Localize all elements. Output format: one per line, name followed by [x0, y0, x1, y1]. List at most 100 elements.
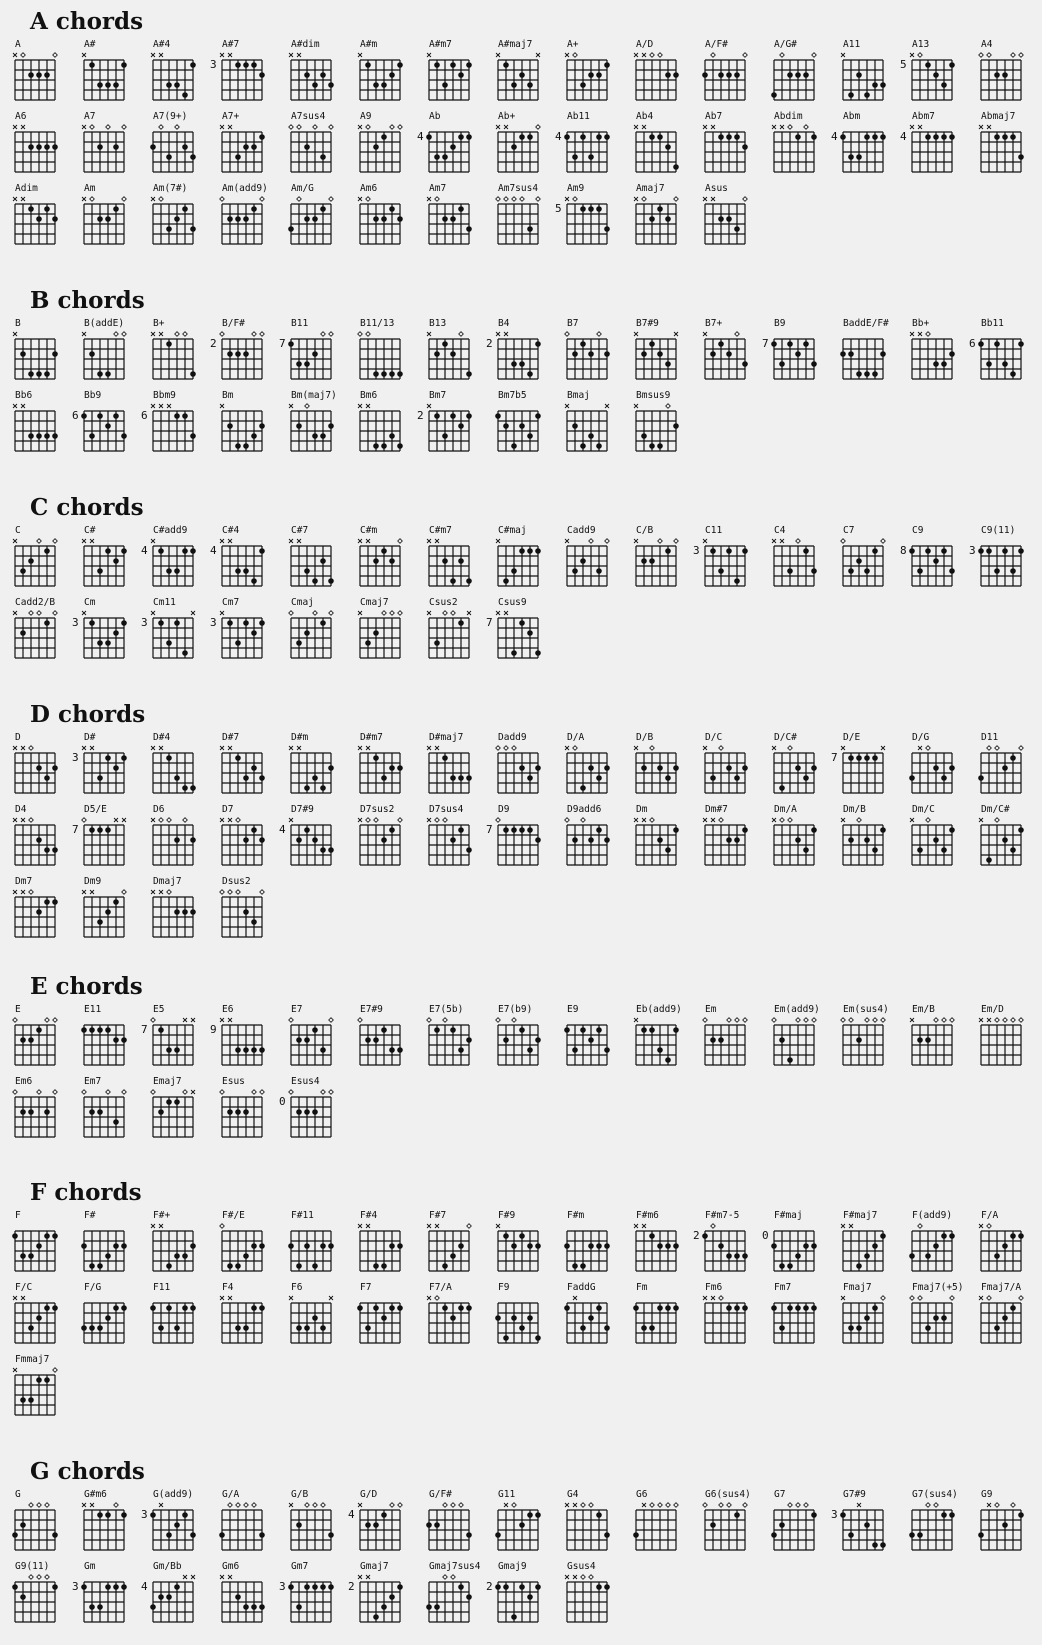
finger-dot: [174, 216, 180, 222]
muted-string-icon: [12, 1367, 18, 1373]
open-string-icon: [604, 538, 610, 544]
fretboard-grid: [288, 1230, 334, 1272]
chord-diagram: Esus4 0: [279, 1077, 360, 1147]
finger-dot: [442, 154, 448, 160]
chord-name: Bb9: [84, 390, 102, 401]
chord-diagram: C#m7: [426, 526, 498, 596]
chord-name: A4: [981, 39, 993, 50]
open-string-icon: [227, 889, 233, 895]
muted-string-icon: [434, 1223, 440, 1229]
open-string-icon: [365, 331, 371, 337]
chord-name: F: [15, 1210, 21, 1221]
muted-string-icon: [564, 1574, 570, 1580]
muted-string-icon: [641, 817, 647, 823]
finger-dot: [381, 371, 387, 377]
finger-dot: [381, 443, 387, 449]
finger-dot: [113, 206, 119, 212]
chord-name: A#4: [153, 39, 171, 50]
finger-dot: [795, 765, 801, 771]
chord-name: F#11: [291, 1210, 314, 1221]
fretboard-grid: [426, 1223, 472, 1272]
finger-dot: [458, 134, 464, 140]
chord-name: F#4: [360, 1210, 378, 1221]
finger-dot: [795, 1253, 801, 1259]
base-fret-number: 3: [141, 616, 148, 629]
chord-diagram: D#maj7: [426, 733, 498, 803]
finger-dot: [150, 144, 156, 150]
base-fret-number: 2: [486, 1580, 493, 1593]
open-string-icon: [174, 124, 180, 130]
finger-dot: [158, 1027, 164, 1033]
open-string-icon: [296, 124, 302, 130]
finger-dot: [978, 775, 984, 781]
chord-diagram: C9(11) 3: [969, 526, 1042, 596]
finger-dot: [949, 1233, 955, 1239]
finger-dot: [259, 1305, 265, 1311]
finger-dot: [365, 1325, 371, 1331]
base-fret-number: 6: [72, 409, 79, 422]
chord-name: D4: [15, 804, 27, 815]
chord-name: Ab7: [705, 111, 723, 122]
muted-string-icon: [917, 745, 923, 751]
chord-name: D7: [222, 804, 234, 815]
muted-string-icon: [503, 124, 509, 130]
chord-diagram: Cm 3: [72, 598, 153, 668]
finger-dot: [235, 1325, 241, 1331]
chord-diagram: G: [12, 1490, 84, 1560]
chord-diagram: Am(7#): [150, 184, 222, 254]
finger-dot: [994, 72, 1000, 78]
open-string-icon: [811, 52, 817, 58]
open-string-icon: [389, 1502, 395, 1508]
open-string-icon: [121, 124, 127, 130]
chord-diagram: D7: [219, 804, 291, 875]
finger-dot: [182, 1512, 188, 1518]
finger-dot: [596, 72, 602, 78]
finger-dot: [718, 216, 724, 222]
chord-name: C#: [84, 525, 96, 536]
fretboard-grid: [771, 538, 817, 587]
finger-dot: [36, 1027, 42, 1033]
finger-dot: [1002, 548, 1008, 554]
chord-name: Amaj7: [636, 183, 665, 194]
chord-name: A7(9+): [153, 111, 188, 122]
finger-dot: [426, 134, 432, 140]
finger-dot: [381, 1315, 387, 1321]
chord-diagram: F#+: [150, 1211, 222, 1281]
open-string-icon: [450, 1574, 456, 1580]
chord-diagram: B(addE): [81, 319, 153, 389]
finger-dot: [803, 847, 809, 853]
fretboard-grid: [150, 403, 196, 452]
finger-dot: [673, 423, 679, 429]
finger-dot: [734, 1305, 740, 1311]
finger-dot: [596, 1243, 602, 1249]
finger-dot: [856, 1325, 862, 1331]
finger-dot: [503, 1335, 509, 1341]
fretboard-grid: [564, 1574, 610, 1623]
chord-diagram: Esus: [219, 1077, 291, 1147]
open-string-icon: [925, 817, 931, 823]
open-string-icon: [182, 817, 188, 823]
fretboard-grid: [495, 331, 541, 380]
muted-string-icon: [633, 1223, 639, 1229]
open-string-icon: [328, 196, 334, 202]
open-string-icon: [296, 196, 302, 202]
open-string-icon: [986, 745, 992, 751]
muted-string-icon: [227, 1295, 233, 1301]
finger-dot: [105, 216, 111, 222]
muted-string-icon: [365, 1223, 371, 1229]
chord-name: F7: [360, 1282, 372, 1293]
chord-name: Em/B: [912, 1004, 935, 1015]
chord-diagram: F#maj7: [840, 1211, 912, 1281]
chord-name: G(add9): [153, 1489, 194, 1500]
finger-dot: [657, 206, 663, 212]
chord-diagram: Cadd2/B: [12, 598, 84, 668]
finger-dot: [235, 568, 241, 574]
finger-dot: [588, 765, 594, 771]
finger-dot: [166, 226, 172, 232]
finger-dot: [288, 341, 294, 347]
finger-dot: [872, 134, 878, 140]
chord-name: F/G: [84, 1282, 102, 1293]
open-string-icon: [251, 1089, 257, 1095]
finger-dot: [596, 775, 602, 781]
fretboard-grid: [357, 817, 403, 866]
